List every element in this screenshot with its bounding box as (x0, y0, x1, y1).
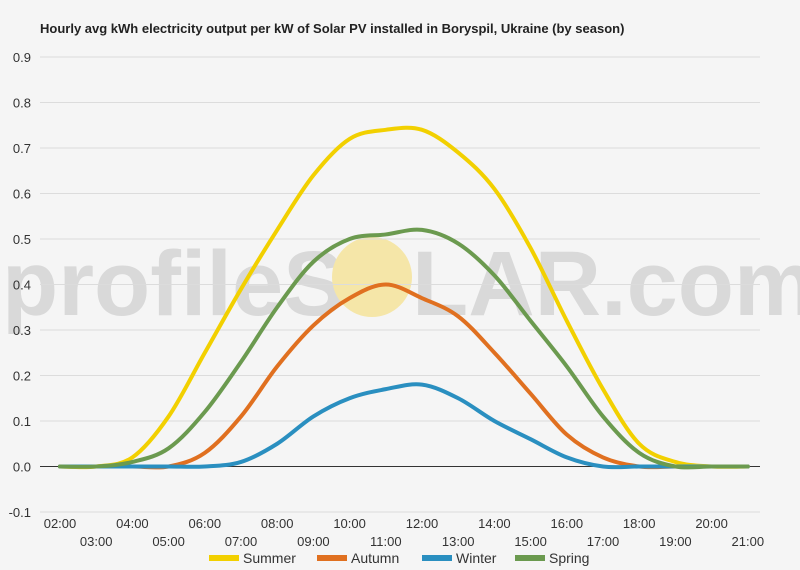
x-tick-label: 12:00 (406, 516, 439, 531)
y-tick-label: 0.1 (13, 414, 31, 429)
legend-item-summer[interactable]: Summer (209, 550, 296, 566)
legend-item-autumn[interactable]: Autumn (317, 550, 399, 566)
legend-swatch (317, 555, 347, 561)
legend-item-winter[interactable]: Winter (422, 550, 497, 566)
x-tick-label: 10:00 (333, 516, 366, 531)
legend[interactable]: Summer Autumn Winter Spring (209, 550, 589, 566)
y-tick-label: 0.5 (13, 232, 31, 247)
x-tick-label: 08:00 (261, 516, 294, 531)
series-line-winter (58, 382, 750, 470)
legend-label: Summer (243, 550, 296, 566)
y-tick-label: 0.0 (13, 460, 31, 475)
chart-title: Hourly avg kWh electricity output per kW… (40, 21, 624, 36)
x-tick-label: 07:00 (225, 534, 258, 549)
x-tick-label: 20:00 (695, 516, 728, 531)
legend-label: Winter (456, 550, 497, 566)
legend-swatch (515, 555, 545, 561)
x-tick-label: 03:00 (80, 534, 113, 549)
x-tick-label: 21:00 (732, 534, 765, 549)
legend-item-spring[interactable]: Spring (515, 550, 589, 566)
legend-label: Autumn (351, 550, 399, 566)
x-tick-label: 04:00 (116, 516, 149, 531)
y-tick-label: 0.8 (13, 96, 31, 111)
x-tick-label: 13:00 (442, 534, 475, 549)
x-tick-label: 15:00 (514, 534, 547, 549)
x-tick-label: 09:00 (297, 534, 330, 549)
legend-label: Spring (549, 550, 589, 566)
y-tick-label: 0.7 (13, 141, 31, 156)
x-tick-label: 18:00 (623, 516, 656, 531)
series-lines (58, 125, 750, 470)
watermark-sun (332, 237, 412, 317)
series-line-spring (58, 227, 750, 470)
grid (40, 56, 760, 513)
y-tick-label: 0.2 (13, 369, 31, 384)
y-tick-label: 0.9 (13, 50, 31, 65)
x-tick-label: 05:00 (152, 534, 185, 549)
y-tick-label: 0.3 (13, 323, 31, 338)
x-tick-label: 17:00 (587, 534, 620, 549)
series-line-summer (58, 125, 750, 470)
y-tick-label: 0.6 (13, 187, 31, 202)
legend-swatch (209, 555, 239, 561)
legend-swatch (422, 555, 452, 561)
x-tick-label: 19:00 (659, 534, 692, 549)
y-tick-label: 0.4 (13, 278, 31, 293)
x-tick-label: 02:00 (44, 516, 77, 531)
x-tick-label: 06:00 (189, 516, 222, 531)
x-tick-label: 11:00 (370, 534, 402, 549)
x-tick-label: 14:00 (478, 516, 511, 531)
y-tick-label: -0.1 (9, 505, 31, 520)
x-axis-ticks: 02:00 04:00 06:00 08:00 10:00 12:00 14:00 16:00… (44, 516, 764, 549)
y-axis-ticks: -0.1 0.0 0.1 0.2 0.3 0.4 0.5 0.6 0.7 0.8 0.9 (9, 50, 31, 520)
x-tick-label: 16:00 (551, 516, 584, 531)
